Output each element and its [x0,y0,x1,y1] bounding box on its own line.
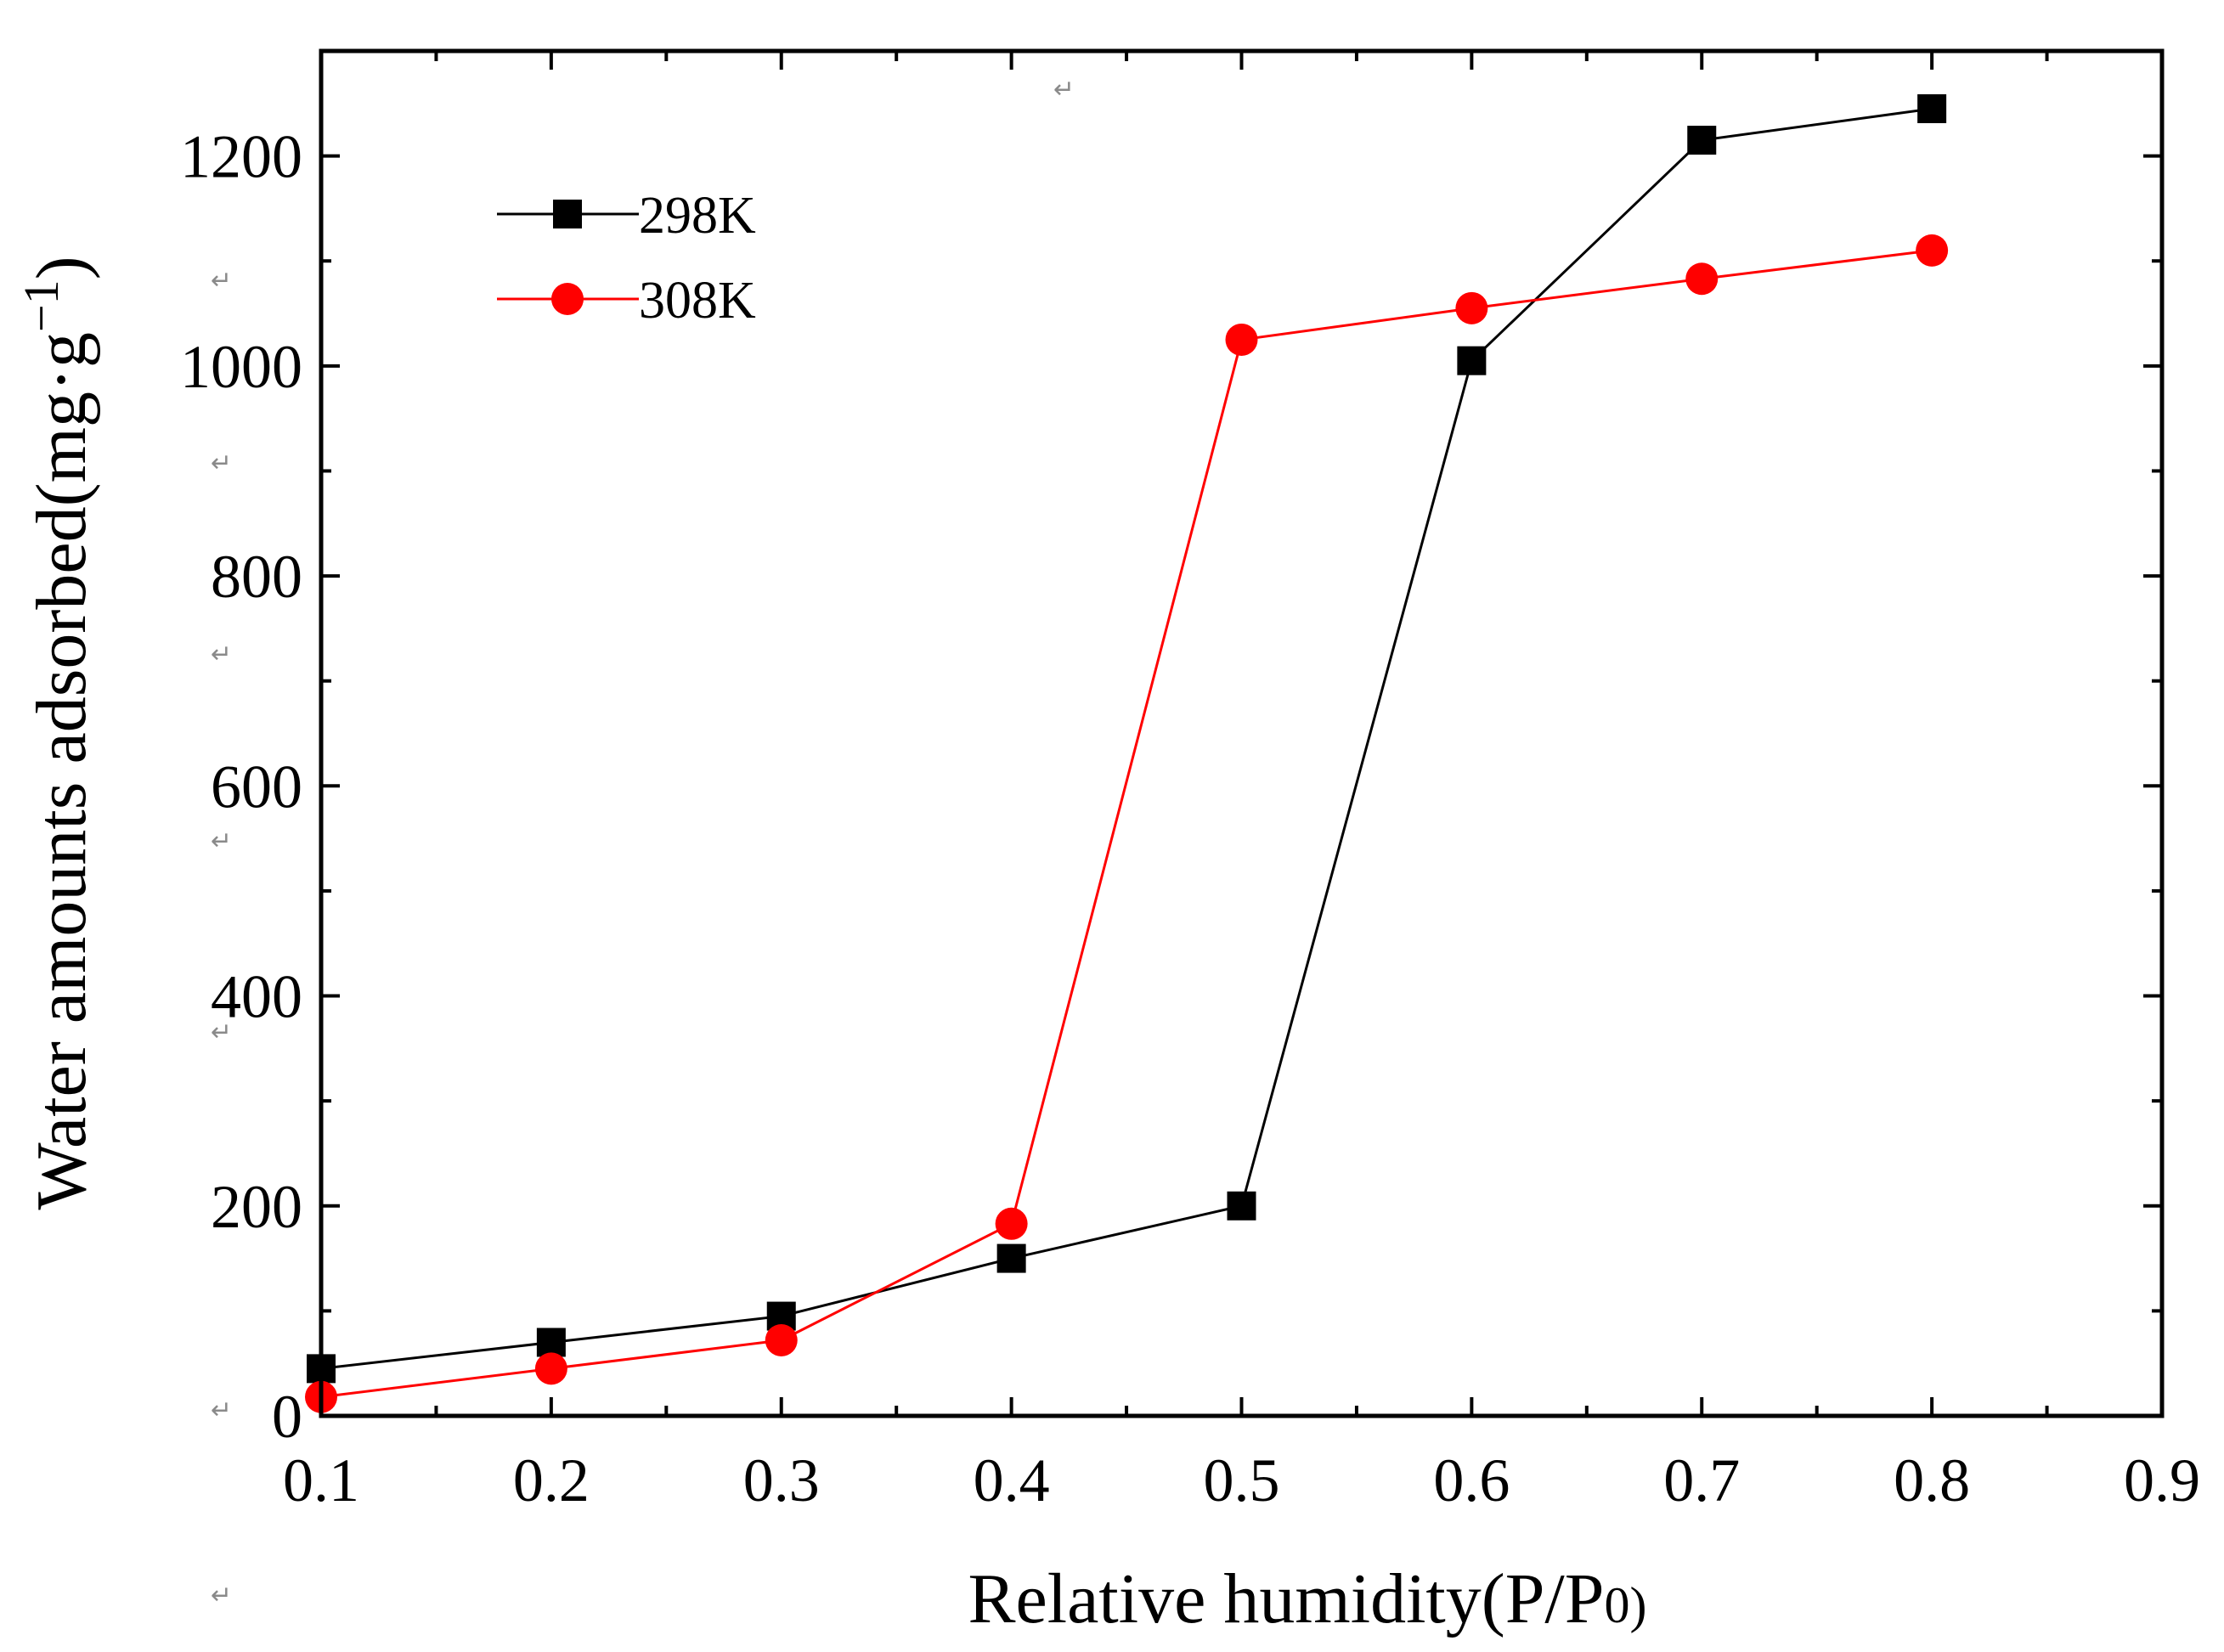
legend: 298K 308K [497,187,756,330]
y-axis-title: Water amounts adsorbed(mg·g−1) [14,256,101,1209]
x-axis-title-subscript: 0 [1605,1577,1630,1633]
x-axis-title-main: Relative humidity(P/P [968,1559,1605,1638]
x-tick-label: 0.4 [974,1446,1050,1514]
return-mark: ↵ [211,266,232,296]
data-point-308K [1916,234,1949,267]
return-mark: ↵ [211,448,232,478]
y-tick-label: 200 [211,1173,302,1241]
y-tick-label: 400 [211,963,302,1031]
legend-item-308K: 308K [497,272,756,330]
y-axis-title-close: ) [22,256,101,279]
series-line-298K [320,107,1933,1370]
legend-marker-308K [551,283,584,315]
y-tick-label: 0 [272,1383,302,1451]
data-point-308K [1455,291,1488,324]
y-axis-title-superscript: −1 [14,279,69,332]
data-point-308K [765,1323,798,1356]
return-mark: ↵ [211,1018,232,1047]
y-tick-label: 800 [211,543,302,611]
legend-label-298K: 298K [639,187,756,245]
x-axis-title-close: ) [1630,1577,1647,1633]
x-tick-label: 0.8 [1894,1446,1970,1514]
y-axis-title-main: Water amounts adsorbed(mg·g [22,332,101,1210]
data-point-308K [1225,323,1258,356]
data-point-298K [996,1243,1026,1273]
legend-item-298K: 298K [497,187,756,245]
series-line-308K [320,249,1933,1399]
document-return-marks: ↵ ↵ ↵ ↵ ↵ ↵ ↵ ↵ [211,75,1075,1610]
x-tick-label: 0.9 [2124,1446,2200,1514]
axes: 0.1 0.2 0.3 0.4 0.5 0.6 0.7 0.8 0.9 0 200 400 600 800… [180,51,2200,1514]
x-tick-label: 0.3 [743,1446,820,1514]
y-tick-label: 1000 [180,333,302,401]
y-tick-label: 600 [211,753,302,820]
x-tick-label: 0.1 [283,1446,359,1514]
data-point-298K [536,1328,566,1357]
data-point-308K [534,1352,567,1385]
data-point-298K [1457,346,1487,375]
return-mark: ↵ [1053,75,1075,104]
series-308K [305,234,1949,1413]
x-axis-title: Relative humidity(P/P0) [968,1559,1647,1638]
data-point-308K [995,1207,1028,1240]
return-mark: ↵ [211,1581,232,1610]
legend-label-308K: 308K [639,272,756,330]
y-tick-label: 1200 [180,123,302,191]
plot-frame [319,48,2165,1418]
return-mark: ↵ [211,826,232,856]
data-point-298K [1917,93,1947,123]
data-point-298K [1227,1191,1256,1221]
legend-marker-298K [553,200,582,228]
x-tick-label: 0.5 [1204,1446,1280,1514]
return-mark: ↵ [211,1395,232,1425]
x-tick-label: 0.6 [1433,1446,1510,1514]
data-point-308K [1685,262,1719,296]
x-tick-label: 0.7 [1663,1446,1740,1514]
return-mark: ↵ [211,640,232,669]
x-tick-label: 0.2 [513,1446,590,1514]
data-point-298K [1687,126,1717,155]
